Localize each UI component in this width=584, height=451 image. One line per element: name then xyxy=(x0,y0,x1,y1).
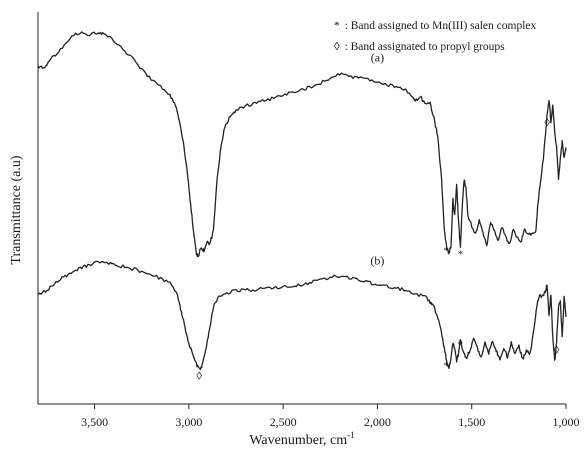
x-tick-label: 3,500 xyxy=(81,415,108,429)
legend-entry-propyl: ◊ : Band assignated to propyl groups xyxy=(334,41,505,53)
x-axis-title-superscript: -1 xyxy=(347,430,355,440)
legend-entry-mn-salen: * : Band assigned to Mn(III) salen compl… xyxy=(334,20,536,32)
asterisk-marker: * xyxy=(444,360,450,372)
spectrum-traces xyxy=(37,31,567,371)
series-line-a xyxy=(37,31,567,258)
x-tick-label: 2,500 xyxy=(270,415,297,429)
asterisk-marker: * xyxy=(458,339,464,351)
series-line-b xyxy=(37,260,567,371)
legend-symbol-asterisk: * xyxy=(334,20,340,32)
diamond-marker: ◊ xyxy=(197,371,203,383)
band-markers: * * * * ◊ ◊ ◊ xyxy=(197,117,560,383)
series-label-a: (a) xyxy=(371,50,384,64)
series-label-b: (b) xyxy=(370,253,384,267)
legend-label-mn-salen: : Band assigned to Mn(III) salen complex xyxy=(345,20,537,32)
series-labels: (a) (b) xyxy=(370,50,384,267)
x-axis-ticks: 3,500 3,000 2,500 2,000 1,500 1,000 xyxy=(81,404,580,429)
asterisk-marker: * xyxy=(458,248,464,260)
legend-label-propyl: : Band assignated to propyl groups xyxy=(345,41,506,53)
diamond-marker: ◊ xyxy=(554,344,560,356)
x-tick-label: 1,500 xyxy=(458,415,485,429)
x-tick-label: 3,000 xyxy=(175,415,202,429)
diamond-marker: ◊ xyxy=(544,117,550,129)
legend: * : Band assigned to Mn(III) salen compl… xyxy=(334,20,536,53)
y-axis-title: Transmittance (a.u) xyxy=(9,155,24,264)
x-tick-label: 2,000 xyxy=(364,415,391,429)
x-tick-label: 1,000 xyxy=(553,415,580,429)
asterisk-marker: * xyxy=(444,245,450,257)
x-axis-title: Wavenumber, cm-1 xyxy=(249,430,354,448)
legend-symbol-diamond: ◊ xyxy=(334,41,340,53)
